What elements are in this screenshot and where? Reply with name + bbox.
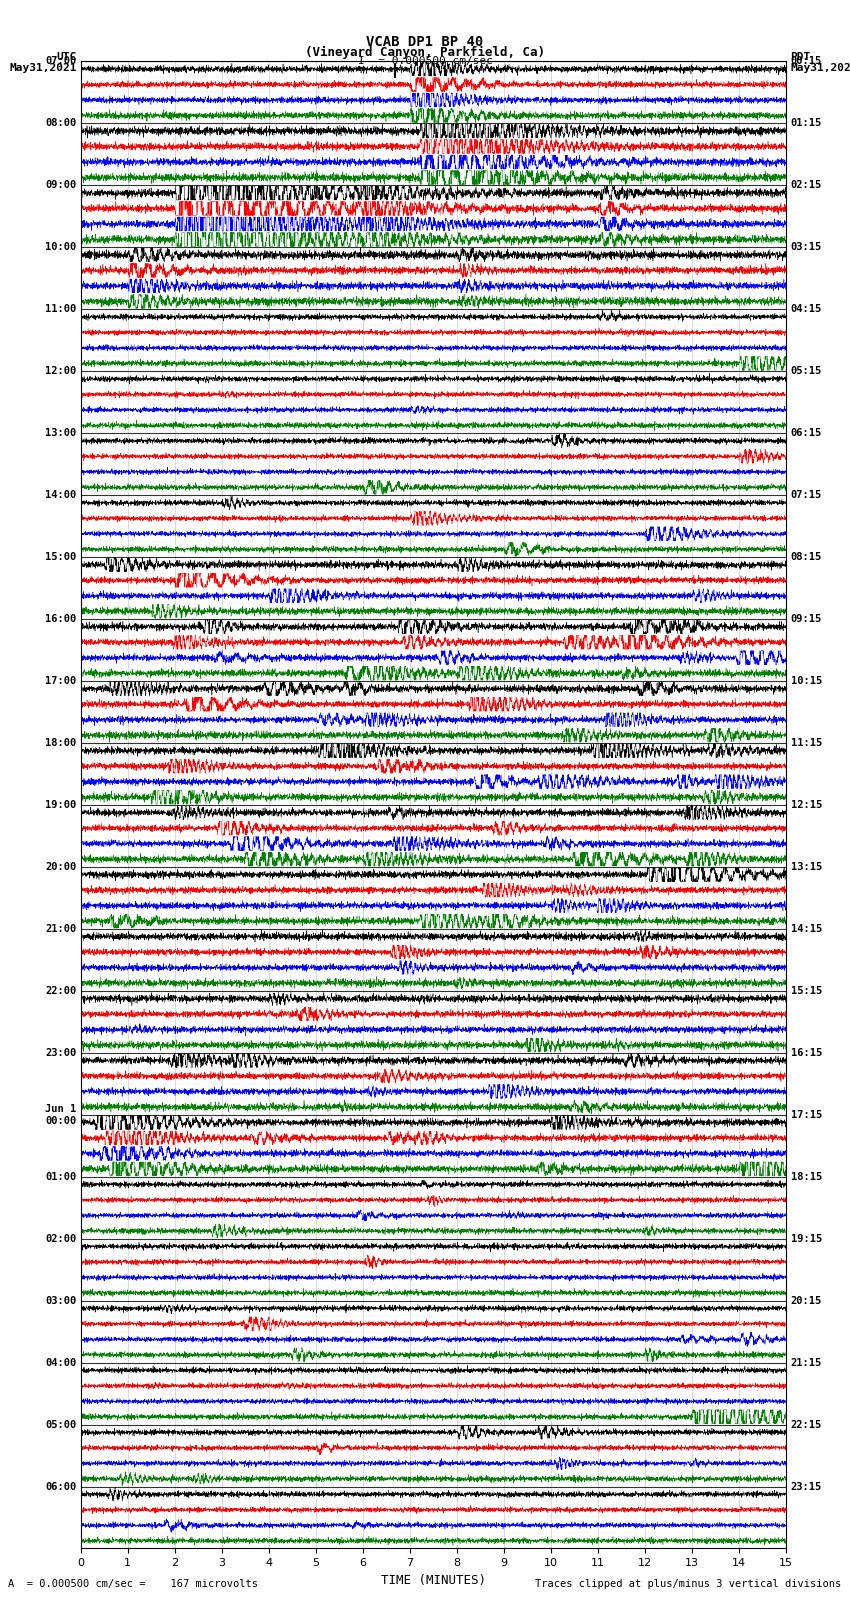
Text: 16:00: 16:00 [45, 615, 76, 624]
Text: 19:15: 19:15 [790, 1234, 822, 1244]
Text: Traces clipped at plus/minus 3 vertical divisions: Traces clipped at plus/minus 3 vertical … [536, 1579, 842, 1589]
Text: 21:00: 21:00 [45, 924, 76, 934]
Text: 16:15: 16:15 [790, 1048, 822, 1058]
Text: 22:15: 22:15 [790, 1419, 822, 1429]
Text: 01:15: 01:15 [790, 118, 822, 129]
Text: I  = 0.000500 cm/sec: I = 0.000500 cm/sec [358, 56, 492, 66]
Text: 04:00: 04:00 [45, 1358, 76, 1368]
Text: 03:15: 03:15 [790, 242, 822, 252]
X-axis label: TIME (MINUTES): TIME (MINUTES) [381, 1574, 486, 1587]
Text: A  = 0.000500 cm/sec =    167 microvolts: A = 0.000500 cm/sec = 167 microvolts [8, 1579, 258, 1589]
Text: 13:00: 13:00 [45, 427, 76, 439]
Text: 07:15: 07:15 [790, 490, 822, 500]
Text: 09:15: 09:15 [790, 615, 822, 624]
Text: 15:00: 15:00 [45, 552, 76, 561]
Text: (Vineyard Canyon, Parkfield, Ca): (Vineyard Canyon, Parkfield, Ca) [305, 45, 545, 60]
Text: 00:15: 00:15 [790, 56, 822, 66]
Text: 14:00: 14:00 [45, 490, 76, 500]
Text: 06:15: 06:15 [790, 427, 822, 439]
Text: 02:15: 02:15 [790, 181, 822, 190]
Text: 12:00: 12:00 [45, 366, 76, 376]
Text: 08:00: 08:00 [45, 118, 76, 129]
Text: 10:00: 10:00 [45, 242, 76, 252]
Text: Jun 1
00:00: Jun 1 00:00 [45, 1103, 76, 1126]
Text: 05:00: 05:00 [45, 1419, 76, 1429]
Text: 20:15: 20:15 [790, 1295, 822, 1305]
Text: 08:15: 08:15 [790, 552, 822, 561]
Text: 04:15: 04:15 [790, 305, 822, 315]
Text: 19:00: 19:00 [45, 800, 76, 810]
Text: VCAB DP1 BP 40: VCAB DP1 BP 40 [366, 35, 484, 48]
Text: 09:00: 09:00 [45, 181, 76, 190]
Text: 01:00: 01:00 [45, 1171, 76, 1182]
Text: 06:00: 06:00 [45, 1481, 76, 1492]
Text: 23:15: 23:15 [790, 1481, 822, 1492]
Text: 18:00: 18:00 [45, 737, 76, 748]
Text: 02:00: 02:00 [45, 1234, 76, 1244]
Text: 10:15: 10:15 [790, 676, 822, 686]
Text: PDT
May31,2021: PDT May31,2021 [790, 52, 850, 73]
Text: 20:00: 20:00 [45, 861, 76, 873]
Text: 17:00: 17:00 [45, 676, 76, 686]
Text: 13:15: 13:15 [790, 861, 822, 873]
Text: 05:15: 05:15 [790, 366, 822, 376]
Text: 14:15: 14:15 [790, 924, 822, 934]
Text: 22:00: 22:00 [45, 986, 76, 995]
Text: 07:00: 07:00 [45, 56, 76, 66]
Text: 18:15: 18:15 [790, 1171, 822, 1182]
Text: 21:15: 21:15 [790, 1358, 822, 1368]
Text: 23:00: 23:00 [45, 1048, 76, 1058]
Text: 12:15: 12:15 [790, 800, 822, 810]
Text: 11:00: 11:00 [45, 305, 76, 315]
Text: 15:15: 15:15 [790, 986, 822, 995]
Text: 11:15: 11:15 [790, 737, 822, 748]
Text: UTC
May31,2021: UTC May31,2021 [9, 52, 76, 73]
Text: 17:15: 17:15 [790, 1110, 822, 1119]
Text: 03:00: 03:00 [45, 1295, 76, 1305]
